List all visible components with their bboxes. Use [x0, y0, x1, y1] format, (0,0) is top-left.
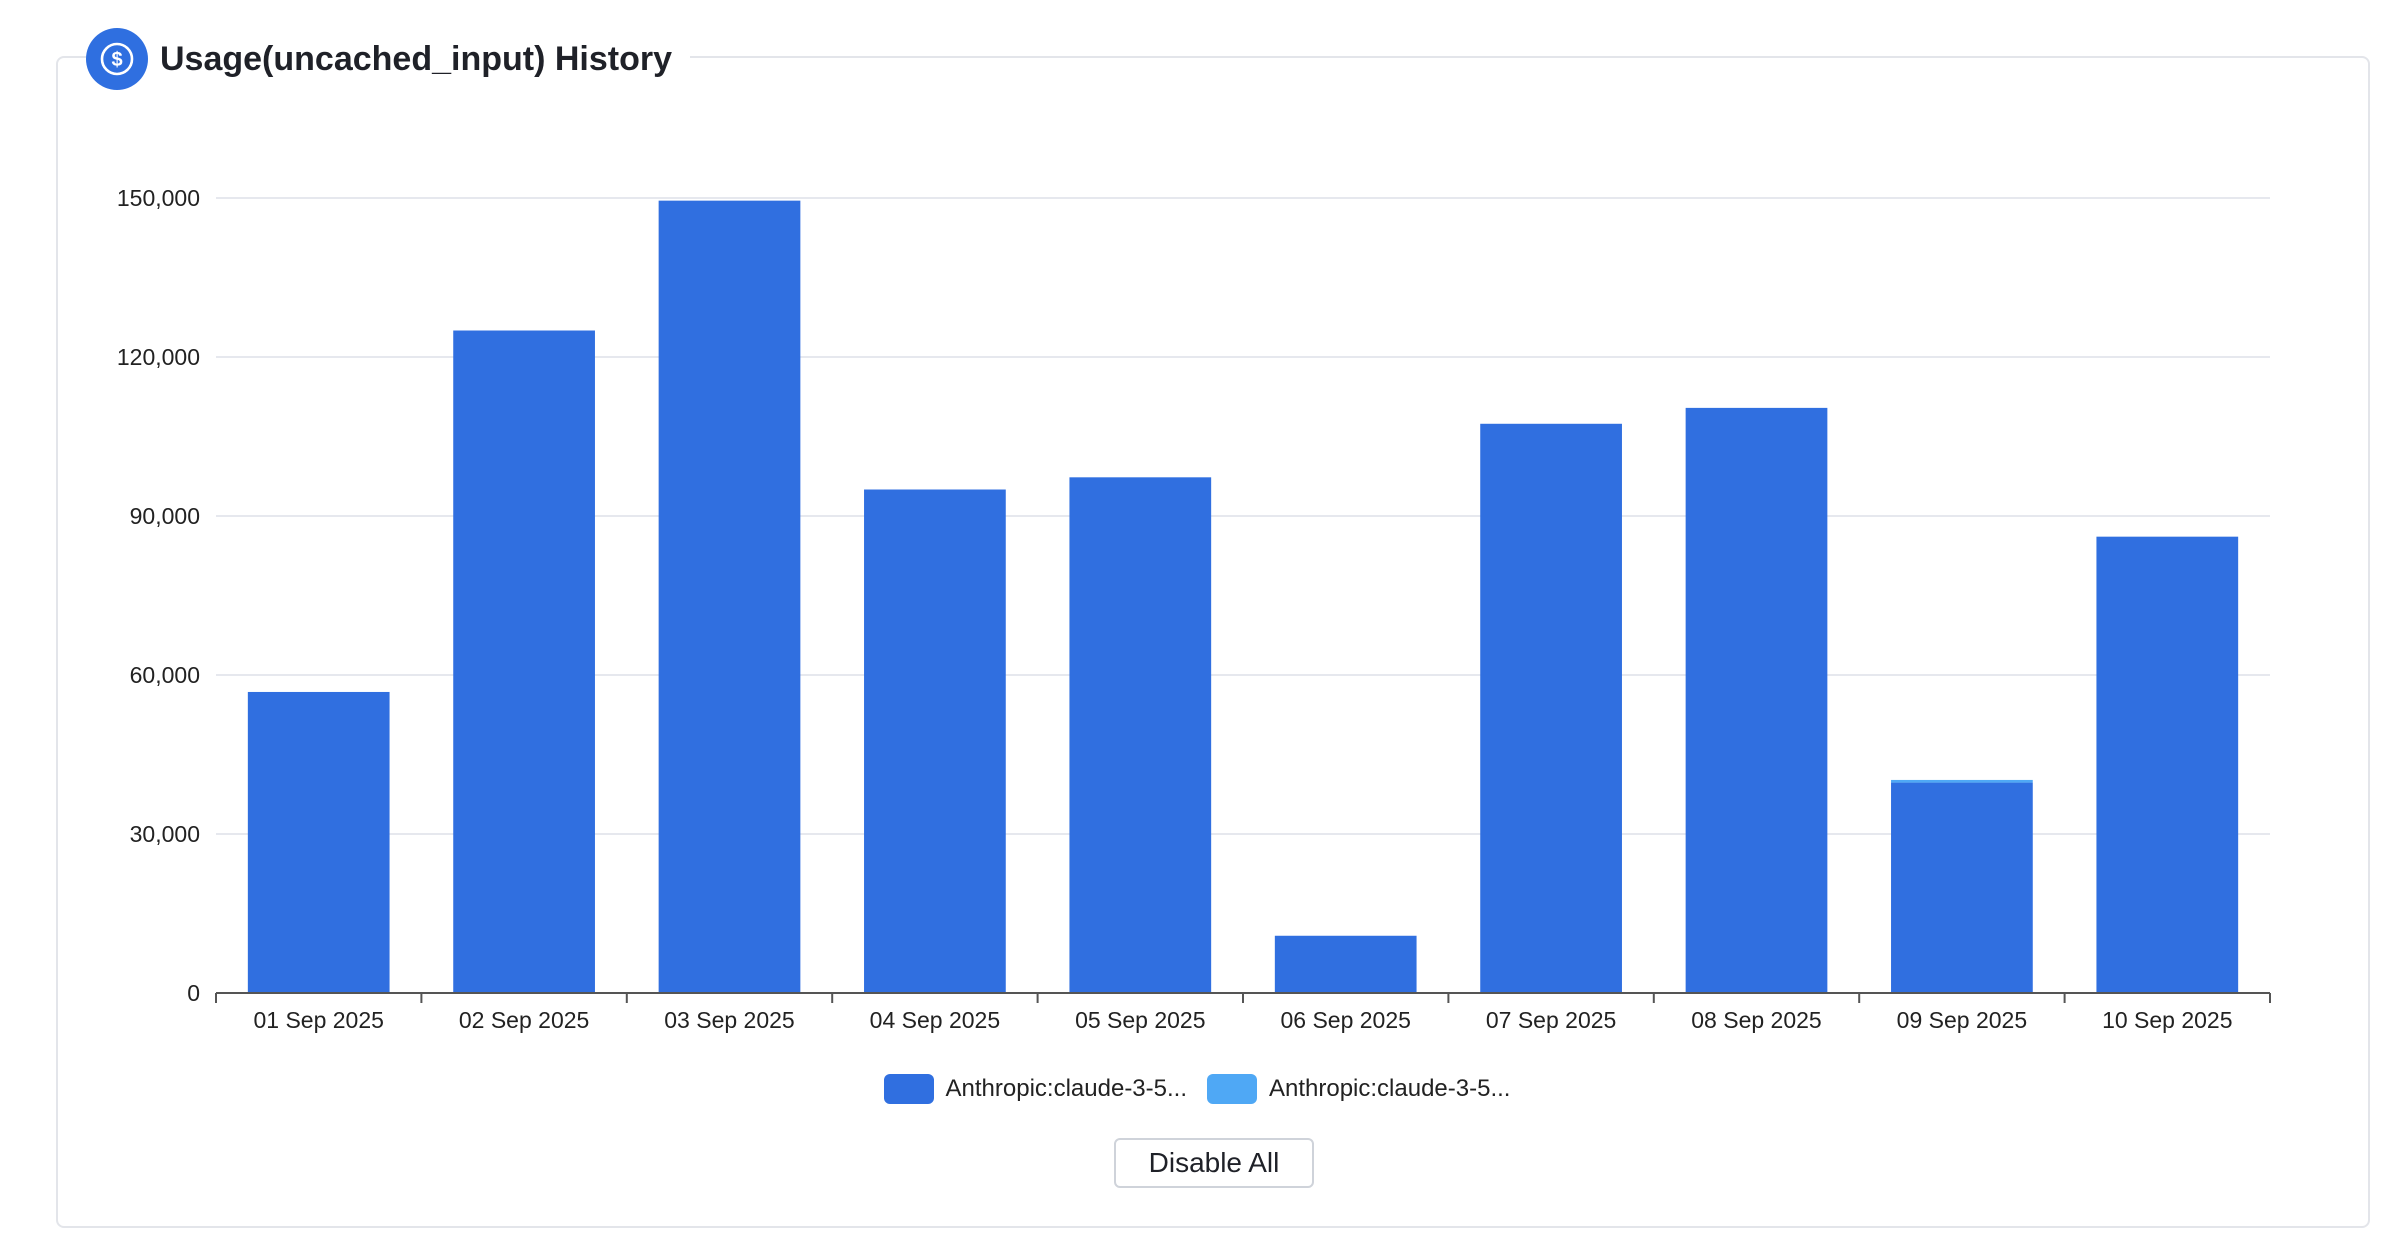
- y-axis-ticks: 0 30,000 60,000 90,000 120,000 150,000: [117, 185, 200, 1006]
- bar-series-1: [453, 330, 595, 993]
- x-tick-label: 08 Sep 2025: [1691, 1007, 1821, 1033]
- page-title: Usage(uncached_input) History: [160, 39, 672, 78]
- bar-series-2: [1891, 779, 2033, 783]
- y-tick-label: 60,000: [130, 662, 200, 688]
- x-axis-ticks: 01 Sep 2025 02 Sep 2025 03 Sep 2025 04 Sep …: [253, 1007, 2232, 1033]
- legend-label-series-1: Anthropic:claude-3-5...: [945, 1075, 1187, 1102]
- usage-history-card: [56, 56, 2370, 1228]
- legend-swatch-series-2: [1207, 1074, 1257, 1104]
- y-tick-label: 30,000: [130, 821, 200, 847]
- y-tick-label: 120,000: [117, 344, 200, 370]
- y-tick-label: 90,000: [130, 503, 200, 529]
- bar-series-1: [247, 691, 390, 993]
- bar-series-1: [1891, 782, 2033, 993]
- bar-series-1: [2096, 536, 2239, 993]
- x-tick-label: 03 Sep 2025: [664, 1007, 794, 1033]
- y-tick-label: 150,000: [117, 185, 200, 211]
- dollar-circle-icon: $: [86, 28, 148, 90]
- bar-series-1: [1685, 407, 1828, 993]
- legend-swatch-series-1: [883, 1074, 934, 1104]
- x-tick-label: 01 Sep 2025: [253, 1007, 383, 1033]
- legend-label-series-2: Anthropic:claude-3-5...: [1269, 1075, 1511, 1102]
- chart-legend: Anthropic:claude-3-5... Anthropic:claude…: [0, 1074, 2394, 1104]
- card-header: $ Usage(uncached_input) History: [86, 28, 690, 90]
- bar-series: [247, 200, 2239, 993]
- x-tick-label: 07 Sep 2025: [1486, 1007, 1616, 1033]
- usage-bar-chart: 0 30,000 60,000 90,000 120,000 150,000 01 Sep…: [117, 185, 2271, 1033]
- disable-all-button[interactable]: Disable All: [1114, 1138, 1314, 1188]
- bar-series-1: [1274, 935, 1417, 993]
- x-tick-label: 05 Sep 2025: [1075, 1007, 1205, 1033]
- bar-series-1: [1069, 477, 1212, 993]
- x-tick-label: 06 Sep 2025: [1280, 1007, 1410, 1033]
- x-tick-label: 04 Sep 2025: [870, 1007, 1000, 1033]
- legend-item-series-1[interactable]: Anthropic:claude-3-5...: [883, 1074, 1187, 1104]
- x-tick-label: 09 Sep 2025: [1897, 1007, 2027, 1033]
- svg-text:$: $: [111, 49, 122, 71]
- x-axis: [215, 992, 2271, 1003]
- bar-series-1: [1480, 423, 1622, 993]
- x-tick-label: 02 Sep 2025: [459, 1007, 589, 1033]
- bar-series-1: [864, 489, 1006, 993]
- x-tick-label: 10 Sep 2025: [2102, 1007, 2232, 1033]
- bar-series-1: [658, 200, 801, 993]
- y-tick-label: 0: [187, 980, 200, 1006]
- legend-item-series-2[interactable]: Anthropic:claude-3-5...: [1207, 1074, 1510, 1104]
